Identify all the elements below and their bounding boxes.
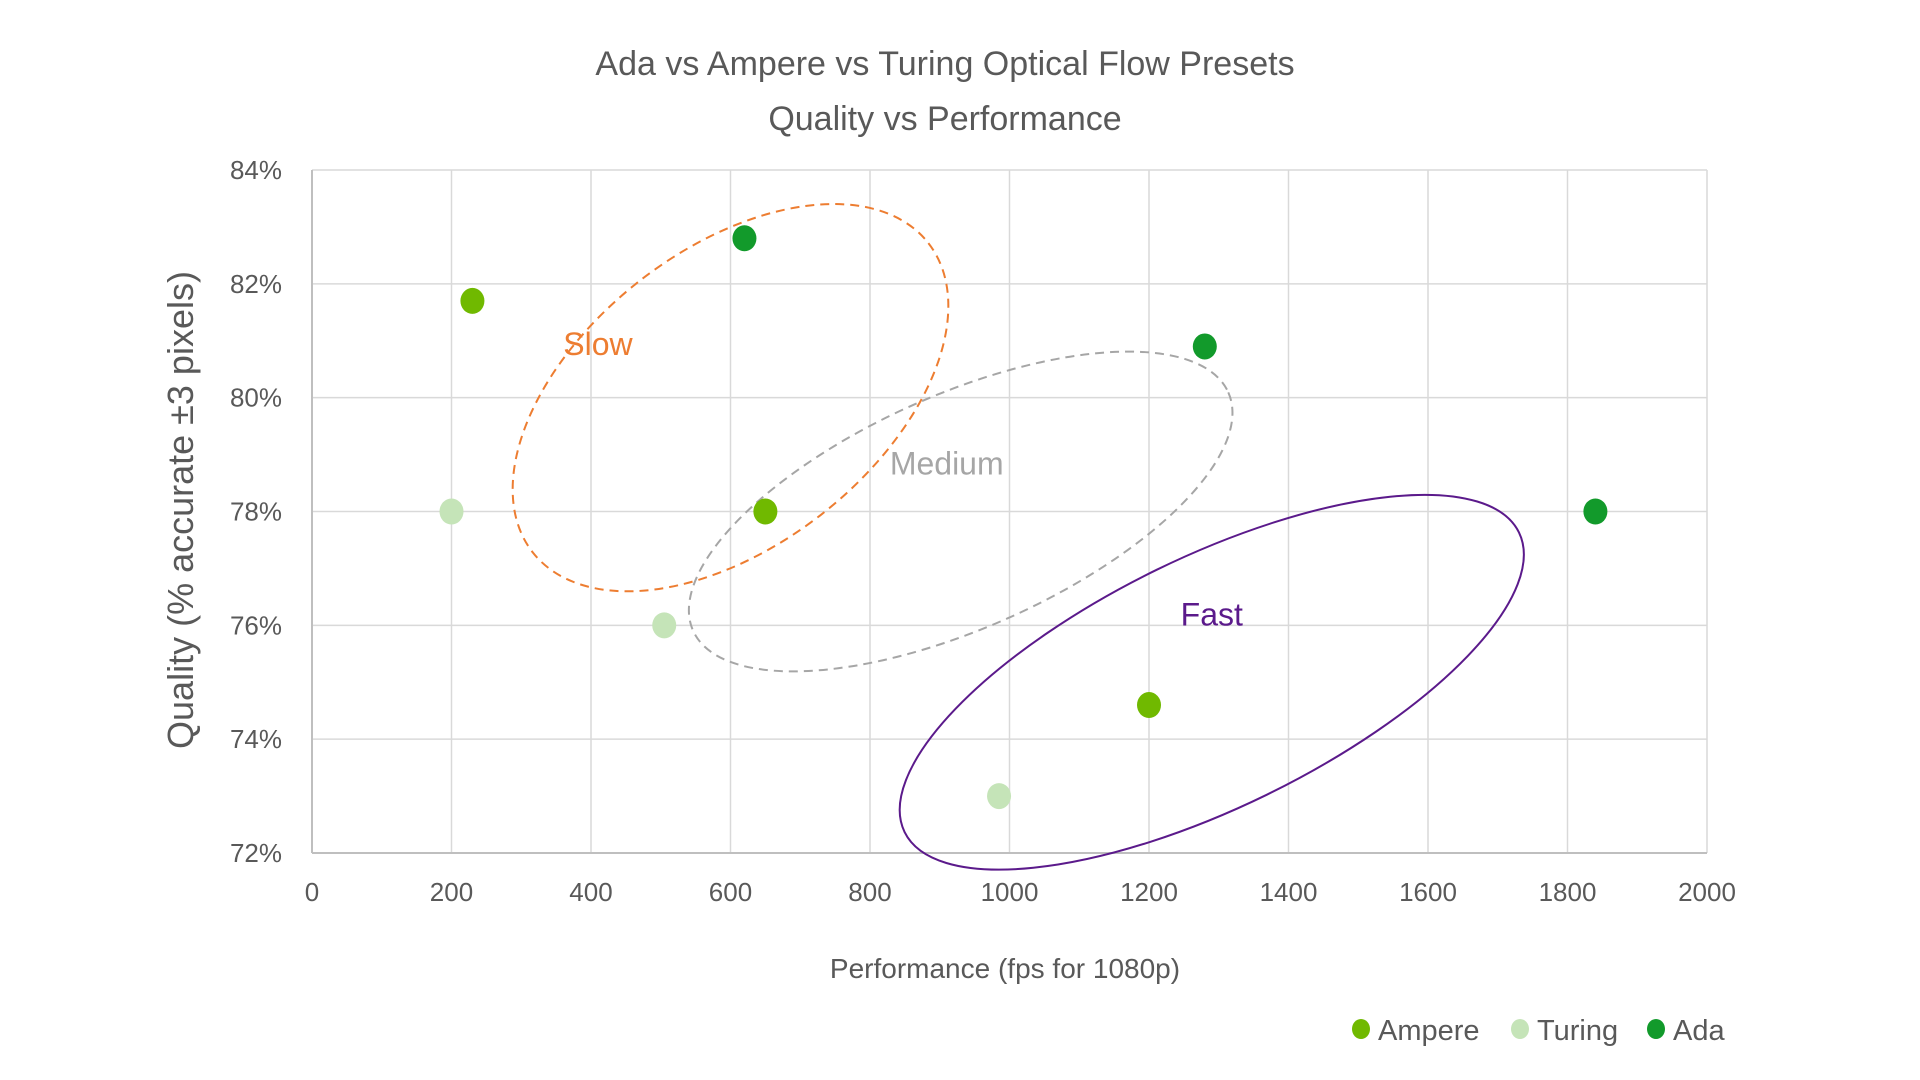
- data-point-ampere: [460, 287, 485, 314]
- cluster-labels: Slow Medium Fast: [563, 326, 1243, 632]
- legend-label-ada: Ada: [1673, 1015, 1725, 1047]
- x-tick-label: 1400: [1260, 877, 1318, 907]
- y-tick-label: 78%: [230, 497, 282, 527]
- x-tick-label: 2000: [1678, 877, 1736, 907]
- x-tick-label: 1200: [1120, 877, 1178, 907]
- x-tick-label: 800: [848, 877, 891, 907]
- x-axis-title: Performance (fps for 1080p): [830, 953, 1180, 984]
- legend-item-turing: Turing: [1511, 1015, 1618, 1047]
- data-points: [439, 225, 1608, 810]
- data-point-ada: [1583, 498, 1608, 525]
- x-tick-label: 400: [569, 877, 612, 907]
- chart-title: Ada vs Ampere vs Turing Optical Flow Pre…: [595, 45, 1294, 83]
- data-point-turing: [987, 783, 1012, 810]
- data-point-ampere: [753, 498, 778, 525]
- legend-item-ada: Ada: [1647, 1015, 1725, 1047]
- x-tick-label: 600: [709, 877, 752, 907]
- cluster-label-slow: Slow: [563, 326, 633, 362]
- data-point-ada: [732, 225, 757, 252]
- legend-label-turing: Turing: [1537, 1015, 1618, 1047]
- y-tick-label: 80%: [230, 383, 282, 413]
- cluster-ellipse-slow: [511, 203, 950, 593]
- x-tick-label: 0: [305, 877, 319, 907]
- data-point-ampere: [1137, 692, 1161, 719]
- y-tick-label: 72%: [230, 838, 282, 868]
- legend-swatch-ampere: [1352, 1019, 1370, 1039]
- y-tick-label: 76%: [230, 610, 282, 640]
- x-tick-label: 1600: [1399, 877, 1457, 907]
- legend-swatch-turing: [1511, 1019, 1529, 1039]
- cluster-label-medium: Medium: [890, 446, 1004, 482]
- legend-item-ampere: Ampere: [1352, 1015, 1480, 1047]
- chart-subtitle: Quality vs Performance: [768, 100, 1121, 138]
- y-tick-label: 82%: [230, 269, 282, 299]
- cluster-ellipses: [511, 203, 1525, 871]
- y-tick-label: 84%: [230, 155, 282, 185]
- cluster-ellipse-fast: [898, 493, 1525, 871]
- data-point-ada: [1192, 333, 1217, 360]
- tick-labels: 0 200 400 600 800 1000 1200 1400 1600 1800 2000 72%…: [230, 155, 1736, 907]
- data-point-turing: [439, 498, 464, 525]
- cluster-label-fast: Fast: [1181, 596, 1243, 632]
- y-tick-label: 74%: [230, 724, 282, 754]
- x-tick-label: 1800: [1539, 877, 1597, 907]
- legend-label-ampere: Ampere: [1378, 1015, 1480, 1047]
- x-tick-label: 200: [430, 877, 473, 907]
- legend-swatch-ada: [1647, 1019, 1665, 1039]
- x-tick-label: 1000: [981, 877, 1039, 907]
- y-axis-title: Quality (% accurate ±3 pixels): [160, 271, 201, 749]
- grid-lines: [311, 169, 1708, 854]
- data-point-turing: [652, 612, 677, 639]
- legend: Ampere Turing Ada: [1352, 1015, 1725, 1047]
